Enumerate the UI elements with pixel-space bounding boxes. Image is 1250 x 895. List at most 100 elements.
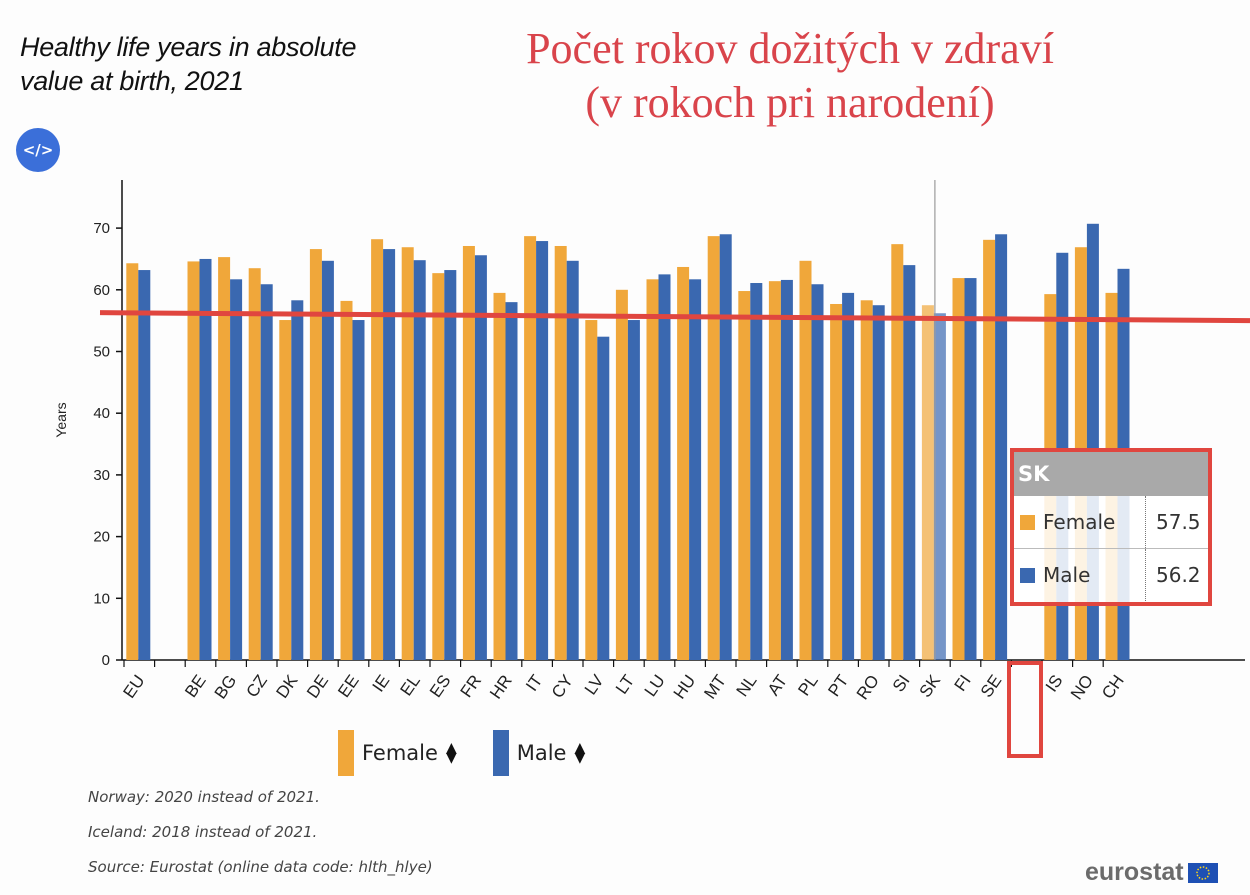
bar-male[interactable] (719, 234, 732, 660)
bar-female[interactable] (462, 245, 475, 661)
bar-female[interactable] (921, 305, 934, 660)
x-tick-label: SE (977, 671, 1006, 700)
source-note: Source: Eurostat (online data code: hlth… (88, 858, 433, 876)
chart-notes: Norway: 2020 instead of 2021. Iceland: 2… (88, 788, 433, 893)
x-tick-label: IE (369, 671, 394, 695)
overlay-line-2: (v rokoch pri narodení) (585, 78, 995, 127)
x-tick-label: MT (700, 671, 730, 702)
x-tick-label: BE (181, 671, 210, 700)
bar-female[interactable] (860, 300, 873, 660)
bar-female[interactable] (340, 300, 353, 660)
x-tick-label: LV (581, 671, 608, 698)
bar-female[interactable] (677, 266, 690, 660)
bar-male[interactable] (933, 313, 946, 660)
bar-female[interactable] (401, 247, 414, 661)
x-tick-label: DE (303, 671, 332, 701)
y-tick-label: 50 (93, 344, 110, 361)
bar-female[interactable] (952, 278, 965, 660)
bar-female[interactable] (615, 289, 628, 660)
title-line-2: value at birth, 2021 (20, 66, 244, 96)
reference-line (99, 310, 1250, 324)
x-tick-label: CH (1098, 671, 1128, 702)
x-tick-label: EL (396, 671, 423, 699)
legend-male[interactable]: Male ▲ ▼ (492, 730, 586, 776)
bar-female[interactable] (707, 236, 720, 660)
bar-male[interactable] (964, 278, 977, 660)
chart-legend: Female ▲ ▼ Male ▲ ▼ (338, 730, 585, 776)
bar-male[interactable] (199, 258, 212, 660)
x-tick-label: BG (211, 671, 241, 702)
bar-male[interactable] (842, 292, 855, 660)
x-tick-label: LU (641, 671, 669, 700)
x-tick-label: PL (794, 671, 821, 699)
bar-female[interactable] (218, 257, 231, 660)
x-tick-label: DK (272, 671, 301, 702)
y-tick-label: 30 (93, 467, 110, 484)
bar-male[interactable] (995, 234, 1008, 660)
x-tick-label: ES (426, 671, 455, 700)
x-tick-label: CY (548, 671, 577, 701)
legend-female[interactable]: Female ▲ ▼ (338, 730, 457, 776)
bar-female[interactable] (371, 239, 384, 660)
bar-female[interactable] (646, 279, 659, 660)
overlay-line-1: Počet rokov dožitých v zdraví (526, 24, 1054, 73)
bar-female[interactable] (279, 320, 292, 660)
x-tick-label: FR (457, 671, 486, 700)
bar-female[interactable] (187, 261, 200, 660)
title-line-1: Healthy life years in absolute (20, 32, 357, 62)
sort-updown-icon[interactable]: ▲ ▼ (574, 740, 586, 766)
bar-male[interactable] (505, 302, 518, 660)
bar-female[interactable] (432, 273, 445, 660)
bar-male[interactable] (413, 260, 426, 660)
bar-male[interactable] (383, 249, 396, 660)
bar-female[interactable] (248, 268, 261, 660)
overlay-title: Počet rokov dožitých v zdraví (v rokoch … (430, 22, 1150, 130)
bar-female[interactable] (891, 244, 904, 660)
bar-male[interactable] (750, 283, 763, 660)
bar-female[interactable] (309, 249, 322, 660)
bar-male[interactable] (872, 305, 885, 660)
bar-male[interactable] (536, 241, 549, 660)
female-swatch-icon (1020, 514, 1035, 530)
tooltip-value: 56.2 (1145, 549, 1201, 601)
bar-male[interactable] (658, 274, 671, 660)
bar-male[interactable] (230, 279, 243, 660)
bar-male[interactable] (138, 270, 151, 660)
bar-female[interactable] (493, 292, 506, 660)
x-tick-label: SI (889, 671, 914, 695)
bar-female[interactable] (830, 303, 843, 660)
bar-female[interactable] (524, 236, 537, 660)
bar-male[interactable] (597, 336, 610, 660)
bar-female[interactable] (585, 320, 598, 660)
bar-male[interactable] (689, 279, 702, 660)
bar-female[interactable] (983, 239, 996, 660)
chart-title: Healthy life years in absolute value at … (20, 30, 356, 98)
bar-male[interactable] (474, 255, 487, 661)
tooltip-row-male: Male 56.2 (1014, 548, 1208, 601)
x-tick-label: IT (522, 671, 546, 694)
bar-male[interactable] (780, 279, 793, 660)
bar-male[interactable] (903, 265, 916, 660)
bar-male[interactable] (260, 284, 273, 660)
bar-male[interactable] (352, 320, 365, 660)
y-tick-label: 10 (93, 590, 110, 607)
bar-female[interactable] (768, 281, 781, 660)
code-embed-button[interactable]: </> (16, 128, 60, 172)
y-tick-label: 40 (93, 405, 110, 422)
bar-male[interactable] (321, 260, 334, 660)
female-swatch-icon (338, 730, 354, 776)
bar-male[interactable] (566, 260, 579, 660)
bar-male[interactable] (811, 284, 824, 660)
bar-female[interactable] (126, 263, 139, 660)
x-tick-label: IS (1042, 671, 1067, 695)
sort-updown-icon[interactable]: ▲ ▼ (445, 740, 457, 766)
bar-male[interactable] (627, 320, 640, 660)
x-tick-label: HR (486, 671, 516, 702)
bar-female[interactable] (554, 245, 567, 661)
bar-male[interactable] (444, 270, 457, 660)
bar-female[interactable] (799, 260, 812, 660)
bar-male[interactable] (291, 300, 304, 660)
bar-female[interactable] (738, 291, 751, 660)
logo-text: eurostat (1085, 858, 1184, 886)
male-swatch-icon (492, 730, 509, 776)
